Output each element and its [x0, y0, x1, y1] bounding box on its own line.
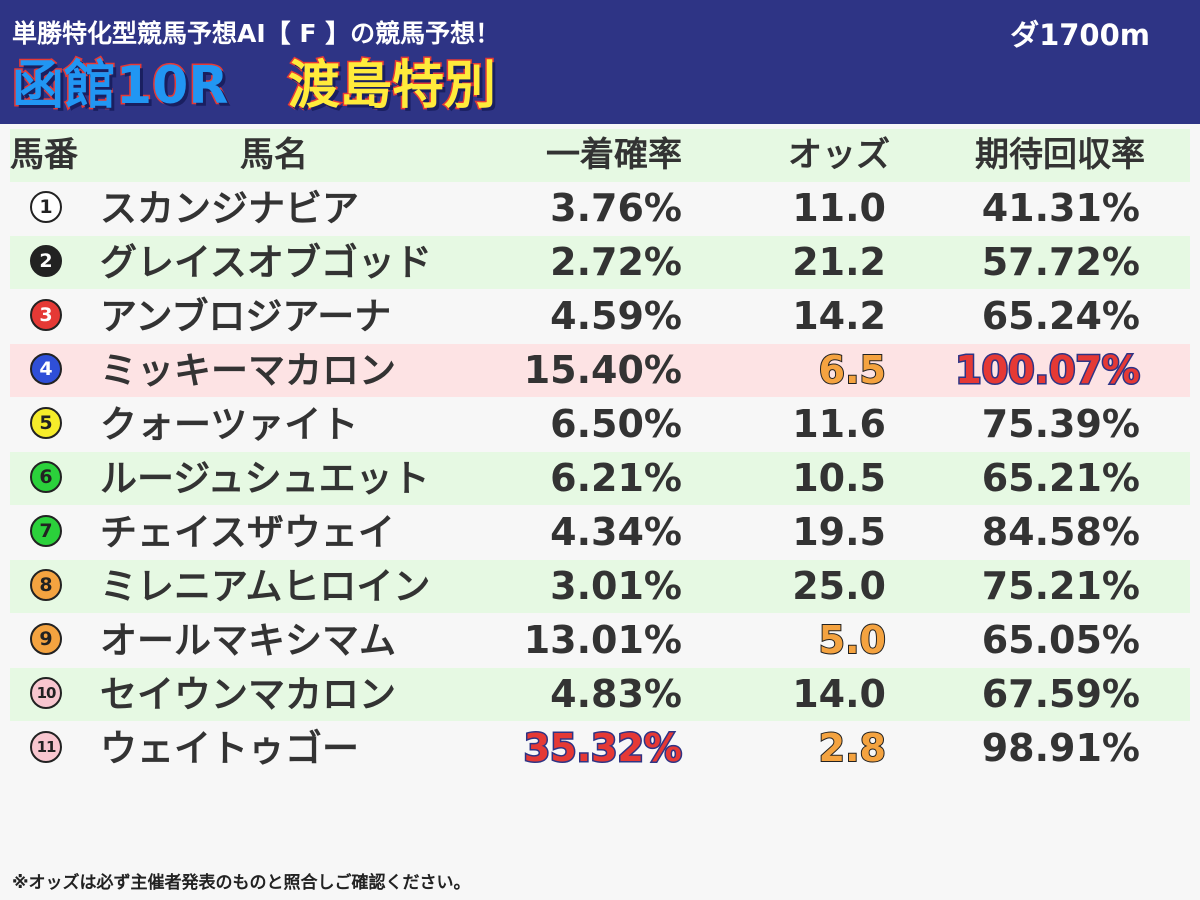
race-name: 渡島特別: [286, 55, 497, 118]
subtitle: 単勝特化型競馬予想AI【 F 】の競馬予想！: [12, 19, 501, 48]
expected-return-highlight: 100.07%: [954, 347, 1142, 394]
expected-return: 84.58%: [981, 510, 1140, 554]
horse-name: セイウンマカロン: [100, 673, 396, 716]
horse-number-badge: 8: [30, 569, 62, 601]
table-row: 8 ミレニアムヒロイン 3.01% 25.0 75.21%: [10, 560, 1190, 613]
table-row: 9 オールマキシマム 13.01% 5.0 65.05%: [10, 614, 1190, 667]
expected-return: 65.21%: [981, 456, 1140, 500]
horse-name: ウェイトゥゴー: [100, 727, 359, 770]
race-distance: ダ1700m: [1010, 18, 1150, 52]
horse-number-badge: 10: [30, 677, 62, 709]
win-probability: 6.21%: [550, 456, 682, 500]
win-probability: 2.72%: [550, 240, 682, 284]
horse-name: ルージュシュエット: [100, 457, 430, 500]
header-expected-return: 期待回収率: [975, 135, 1145, 175]
win-probability: 3.01%: [550, 564, 682, 608]
win-probability: 13.01%: [523, 618, 682, 662]
win-probability: 15.40%: [523, 348, 682, 392]
venue-race-number: 函館10R: [10, 55, 229, 118]
horse-number-badge: 11: [30, 731, 62, 763]
horse-name: クォーツァイト: [100, 403, 359, 446]
table-row: 5 クォーツァイト 6.50% 11.6 75.39%: [10, 398, 1190, 451]
horse-name: アンブロジアーナ: [100, 295, 392, 338]
win-probability: 4.59%: [550, 294, 682, 338]
table-row: 11 ウェイトゥゴー 35.32% 2.8 98.91%: [10, 722, 1190, 775]
horse-number-badge: 3: [30, 299, 62, 331]
table-row: 1 スカンジナビア 3.76% 11.0 41.31%: [10, 182, 1190, 235]
odds: 25.0: [792, 564, 886, 608]
expected-return: 75.21%: [981, 564, 1140, 608]
table-header-row: 馬番 馬名 一着確率 オッズ 期待回収率: [10, 129, 1190, 182]
odds: 21.2: [792, 240, 886, 284]
horse-name: チェイスザウェイ: [100, 511, 395, 554]
expected-return: 75.39%: [981, 402, 1140, 446]
expected-return: 41.31%: [981, 186, 1140, 230]
table-row: 6 ルージュシュエット 6.21% 10.5 65.21%: [10, 452, 1190, 505]
horse-name: スカンジナビア: [100, 187, 359, 230]
horse-name: ミレニアムヒロイン: [100, 565, 431, 608]
horse-number-badge: 6: [30, 461, 62, 493]
header-horse-number: 馬番: [10, 135, 78, 175]
expected-return: 65.24%: [981, 294, 1140, 338]
title-banner: 単勝特化型競馬予想AI【 F 】の競馬予想！ ダ1700m 函館10R 渡島特別: [0, 0, 1200, 124]
odds: 11.0: [792, 186, 886, 230]
horse-number-badge: 2: [30, 245, 62, 277]
horse-name: オールマキシマム: [100, 619, 396, 662]
header-horse-name: 馬名: [240, 135, 308, 175]
horse-number-badge: 7: [30, 515, 62, 547]
table-row: 10 セイウンマカロン 4.83% 14.0 67.59%: [10, 668, 1190, 721]
odds: 10.5: [792, 456, 886, 500]
odds-highlight: 6.5: [818, 347, 887, 393]
horse-number-badge: 9: [30, 623, 62, 655]
odds: 19.5: [792, 510, 886, 554]
expected-return: 65.05%: [981, 618, 1140, 662]
horse-number-badge: 5: [30, 407, 62, 439]
odds: 11.6: [792, 402, 886, 446]
table-row: 7 チェイスザウェイ 4.34% 19.5 84.58%: [10, 506, 1190, 559]
disclaimer-footnote: ※オッズは必ず主催者発表のものと照合しご確認ください。: [12, 873, 471, 893]
table-row: 3 アンブロジアーナ 4.59% 14.2 65.24%: [10, 290, 1190, 343]
odds: 14.0: [792, 672, 886, 716]
win-probability: 6.50%: [550, 402, 682, 446]
expected-return: 67.59%: [981, 672, 1140, 716]
expected-return: 57.72%: [981, 240, 1140, 284]
win-probability: 4.83%: [550, 672, 682, 716]
odds: 14.2: [792, 294, 886, 338]
odds-highlight: 2.8: [818, 725, 887, 771]
expected-return: 98.91%: [981, 726, 1140, 770]
win-probability-highlight: 35.32%: [522, 725, 683, 772]
win-probability: 3.76%: [550, 186, 682, 230]
table-row: 2 グレイスオブゴッド 2.72% 21.2 57.72%: [10, 236, 1190, 289]
header-odds: オッズ: [788, 135, 890, 175]
horse-name: グレイスオブゴッド: [100, 241, 432, 284]
table-row-highlighted: 4 ミッキーマカロン 15.40% 6.5 100.07%: [10, 344, 1190, 397]
horse-number-badge: 1: [30, 191, 62, 223]
odds-highlight: 5.0: [818, 617, 887, 663]
horse-number-badge: 4: [30, 353, 62, 385]
header-win-probability: 一着確率: [546, 135, 682, 175]
win-probability: 4.34%: [550, 510, 682, 554]
horse-name: ミッキーマカロン: [100, 349, 396, 392]
